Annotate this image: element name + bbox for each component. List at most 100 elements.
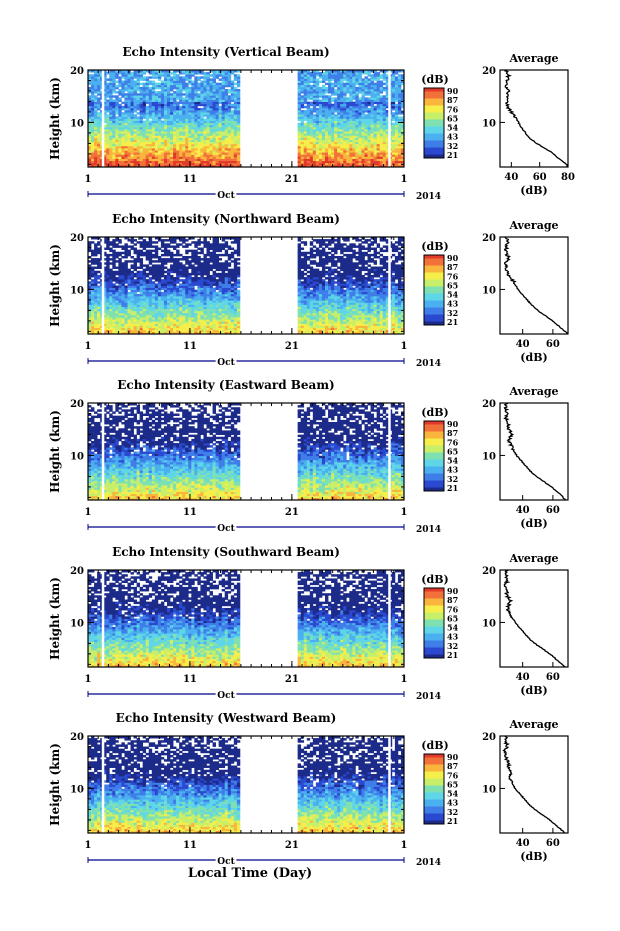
heatmap-cell: [112, 296, 116, 299]
heatmap-cell: [136, 86, 141, 90]
heatmap-cell: [148, 302, 153, 305]
heatmap-cell: [182, 76, 186, 79]
heatmap-cell: [343, 133, 347, 136]
heatmap-cell: [167, 270, 171, 274]
heatmap-cell: [118, 107, 122, 111]
heatmap-cell: [194, 148, 198, 151]
heatmap-cell: [297, 80, 302, 83]
heatmap-cell: [136, 331, 141, 335]
heatmap-cell: [176, 124, 180, 128]
heatmap-cell: [325, 150, 329, 153]
heatmap-cell: [136, 158, 141, 162]
heatmap-cell: [318, 95, 323, 98]
heatmap-cell: [212, 122, 216, 126]
heatmap-cell: [148, 103, 153, 107]
heatmap-cell: [91, 76, 95, 79]
heatmap-cell: [127, 80, 131, 83]
heatmap-cell: [103, 327, 107, 331]
heatmap-cell: [139, 76, 144, 79]
heatmap-cell: [94, 302, 98, 305]
heatmap-cell: [297, 70, 302, 73]
heatmap-cell: [127, 126, 131, 130]
heatmap-cell: [194, 99, 198, 102]
heatmap-cell: [312, 145, 317, 149]
heatmap-cell: [160, 112, 165, 115]
heatmap-cell: [394, 72, 399, 75]
heatmap-cell: [379, 120, 384, 124]
heatmap-cell: [233, 107, 238, 111]
heatmap-cell: [133, 95, 137, 98]
heatmap-cell: [352, 80, 356, 83]
heatmap-cell: [139, 99, 144, 102]
heatmap-cell: [364, 158, 368, 162]
heatmap-cell: [218, 152, 223, 155]
heatmap-cell: [303, 88, 308, 92]
heatmap-cell: [109, 78, 113, 81]
heatmap-cell: [194, 88, 198, 92]
heatmap-cell: [130, 78, 134, 81]
heatmap-cell: [331, 91, 335, 94]
heatmap-cell: [167, 239, 171, 242]
heatmap-cell: [148, 285, 153, 288]
heatmap-cell: [127, 91, 131, 94]
heatmap-cell: [91, 323, 95, 326]
heatmap-cell: [145, 312, 150, 316]
heatmap-cell: [118, 152, 122, 155]
heatmap-cell: [124, 287, 128, 291]
heatmap-cell: [160, 97, 165, 100]
heatmap-cell: [124, 93, 128, 96]
heatmap-cell: [212, 120, 216, 124]
heatmap-cell: [227, 160, 232, 164]
heatmap-cell: [136, 141, 141, 145]
heatmap-cell: [325, 78, 329, 81]
heatmap-cell: [364, 97, 368, 100]
heatmap-cell: [370, 124, 374, 128]
heatmap-cell: [94, 270, 98, 274]
heatmap-cell: [321, 86, 326, 90]
heatmap-cell: [127, 131, 131, 134]
heatmap-cell: [133, 308, 137, 312]
heatmap-cell: [318, 91, 323, 94]
heatmap-cell: [312, 105, 317, 109]
heatmap-cell: [306, 137, 311, 140]
heatmap-cell: [203, 84, 207, 88]
heatmap-cell: [346, 154, 350, 157]
heatmap-cell: [382, 103, 387, 107]
heatmap-cell: [236, 110, 241, 113]
heatmap-cell: [176, 129, 180, 132]
heatmap-cell: [352, 162, 356, 166]
heatmap-cell: [379, 131, 384, 134]
heatmap-cell: [197, 162, 201, 166]
heatmap-cell: [337, 97, 341, 100]
colorbar-segment: [424, 116, 444, 119]
heatmap-cell: [321, 126, 326, 130]
heatmap-cell: [167, 133, 171, 136]
heatmap-cell: [88, 321, 92, 324]
heatmap-cell: [145, 82, 150, 86]
heatmap-cell: [355, 103, 359, 107]
heatmap-cell: [115, 133, 119, 136]
heatmap-cell: [142, 86, 147, 90]
heatmap-cell: [346, 120, 350, 124]
heatmap-cell: [124, 329, 128, 333]
heatmap-cell: [142, 285, 147, 288]
heatmap-cell: [331, 126, 335, 130]
heatmap-cell: [209, 103, 213, 107]
colorbar-segment: [424, 133, 444, 136]
heatmap-cell: [227, 126, 232, 130]
heatmap-cell: [88, 135, 92, 138]
heatmap-cell: [127, 95, 131, 98]
heatmap-cell: [130, 141, 134, 145]
heatmap-cell: [124, 126, 128, 130]
x-tick-label: 11: [183, 174, 197, 185]
heatmap-cell: [136, 88, 141, 92]
heatmap-cell: [118, 118, 122, 121]
heatmap-cell: [142, 124, 147, 128]
heatmap-cell: [325, 145, 329, 149]
heatmap-cell: [91, 93, 95, 96]
heatmap-cell: [167, 91, 171, 94]
heatmap-cell: [157, 124, 162, 128]
heatmap-cell: [312, 148, 317, 151]
heatmap-cell: [221, 95, 226, 98]
heatmap-cell: [209, 129, 213, 132]
